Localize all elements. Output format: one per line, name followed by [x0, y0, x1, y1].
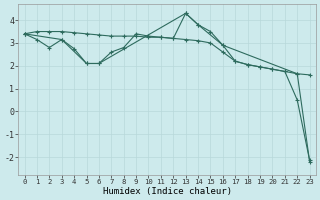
- X-axis label: Humidex (Indice chaleur): Humidex (Indice chaleur): [103, 187, 232, 196]
